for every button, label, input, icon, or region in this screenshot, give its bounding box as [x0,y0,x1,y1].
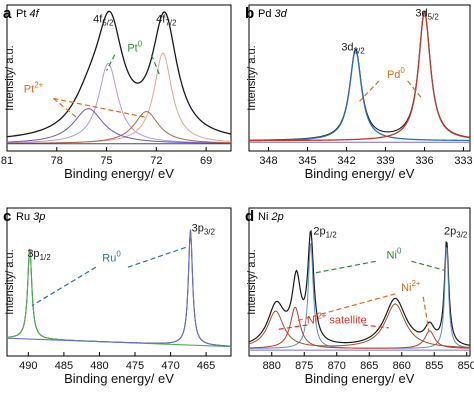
species-leader-line [422,296,430,333]
x-tick-label: 69 [200,155,212,167]
species-leader-line [313,260,376,274]
species-leader-line [127,245,189,268]
x-tick-label: 333 [454,155,472,167]
species-leader-line [53,97,147,119]
x-tick-label: 345 [298,155,316,167]
x-tick-label: 470 [161,360,179,372]
x-axis-label: Binding energy/ eV [305,371,415,386]
x-tick-label: 480 [90,360,108,372]
x-axis-ticks: 81 78 75 72 69 [1,147,212,167]
peak-label: 3d5/2 [415,8,439,22]
x-tick-label: 865 [360,360,378,372]
species-label: Pt0 [127,40,142,55]
x-tick-label: 75 [100,155,112,167]
peak-label: 3p1/2 [27,248,51,262]
x-tick-label: 475 [126,360,144,372]
y-axis-label: Intensity/ a.u. [4,45,16,110]
peak-label: 3p3/2 [192,223,216,237]
species-leader-line [411,260,445,271]
plot-frame [6,207,232,357]
species-label: Ni2+ satellite [307,311,367,326]
panel-letter: a [3,5,12,22]
spectrum-curve-3 [248,303,471,348]
spectrum-curve-1 [6,62,232,144]
panel-title: Pt 4f [16,8,40,20]
species-label: Ru0 [102,249,121,264]
panel-title: Ni 2p [258,211,284,223]
spectrum-curve-3 [6,108,232,144]
species-label: Ni0 [387,246,402,261]
peak-label: 4f5/2 [93,14,114,28]
spectrum-curve-0 [6,229,232,347]
x-tick-label: 336 [415,155,433,167]
x-tick-label: 880 [263,360,281,372]
species-leader-line [53,97,79,120]
peak-label: 2p3/2 [444,226,468,240]
x-tick-label: 485 [55,360,73,372]
panel-a: 81 78 75 72 69 Binding energy/ eV Intensity/ a… [1,4,232,181]
x-tick-label: 465 [197,360,215,372]
x-axis-ticks: 880 875 870 865 860 855 850 [263,352,474,372]
spectrum-curve-2 [248,306,471,349]
spectrum-curve-1 [249,49,471,142]
y-axis-label: Intensity/ a.u. [246,249,258,314]
x-axis-label: Binding energy/ eV [64,166,174,181]
species-label: Pt2+ [24,81,44,96]
panel-letter: d [245,208,254,225]
panel-letter: c [3,208,11,225]
x-tick-label: 490 [19,360,37,372]
spectrum-curve-0 [6,10,232,138]
panel-b: 348 345 342 339 336 333 Binding energy/ eV Inte… [245,4,473,181]
species-leader-line [362,324,389,329]
panel-title: Ru 3p [16,211,45,223]
y-axis-label: Intensity/ a.u. [246,45,258,110]
plot-frame [6,4,232,152]
x-axis-label: Binding energy/ eV [305,166,415,181]
panel-d: 880 875 870 865 860 855 850 Binding energy/ eV I… [245,207,474,386]
x-tick-label: 72 [150,155,162,167]
species-leader-line [297,293,396,322]
peak-label: 3d3/2 [341,41,365,55]
spectrum-curve-1 [248,242,471,349]
plot-frame [248,4,471,152]
x-tick-label: 870 [328,360,346,372]
plot-frame [248,207,471,357]
panel-c: 490 485 480 475 470 465 Binding energy/ eV Inte… [3,207,232,386]
species-label: Ni2+ [401,279,421,294]
spectrum-curve-0 [248,229,471,346]
x-tick-label: 860 [393,360,411,372]
x-tick-label: 81 [1,155,13,167]
species-leader-line [150,54,161,76]
species-leader-line [31,266,97,307]
panel-letter: b [245,5,254,22]
spectrum-curve-2 [6,229,232,347]
x-axis-ticks: 348 345 342 339 336 333 [259,147,473,167]
x-axis-ticks: 490 485 480 475 470 465 [19,352,215,372]
species-leader-line [359,80,380,102]
x-tick-label: 339 [376,155,394,167]
species-leader-line [106,54,116,71]
y-axis-label: Intensity/ a.u. [4,249,16,314]
x-axis-label: Binding energy/ eV [64,371,174,386]
x-tick-label: 875 [295,360,313,372]
x-tick-label: 850 [458,360,474,372]
x-tick-label: 342 [337,155,355,167]
peak-label: 2p1/2 [313,226,337,240]
species-leader-line [278,324,308,330]
species-leader-line [407,80,423,99]
species-label: Pd0 [387,66,405,81]
spectrum-curve-2 [249,11,471,142]
peak-label: 4f7/2 [156,14,177,28]
x-tick-label: 78 [51,155,63,167]
spectrum-curve-4 [6,111,232,144]
x-tick-label: 348 [259,155,277,167]
x-tick-label: 855 [425,360,443,372]
panel-title: Pd 3d [258,8,288,20]
